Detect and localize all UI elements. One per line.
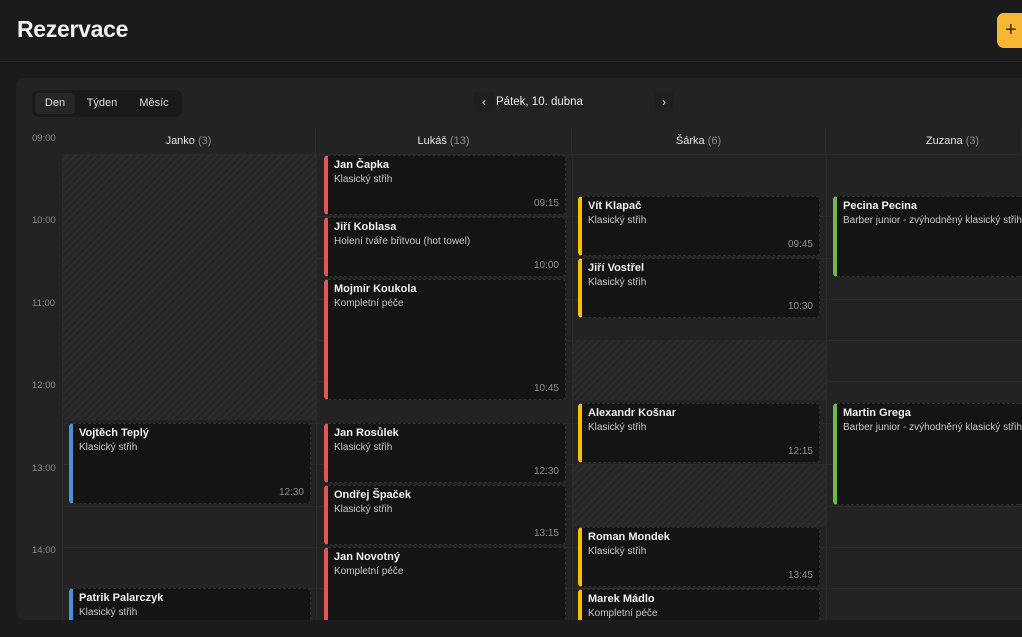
reservation-card[interactable]: Vít Klapač Klasický střih 09:45: [578, 196, 820, 256]
column-header-lukas: Lukáš (13): [316, 128, 572, 155]
reservation-card[interactable]: Roman Mondek Klasický střih 13:45: [578, 527, 820, 587]
unavailable-block: [573, 340, 826, 400]
page-title: Rezervace: [17, 16, 129, 42]
reservation-card[interactable]: Mojmír Koukola Kompletní péče 10:45: [324, 279, 566, 400]
view-switcher: Den Týden Měsíc: [32, 90, 182, 117]
column-header-sarka: Šárka (6): [572, 128, 826, 155]
divider: [0, 61, 1022, 62]
chevron-left-icon: ‹: [482, 95, 486, 109]
time-label: 10:00: [32, 215, 56, 226]
time-label: 14:00: [32, 545, 56, 556]
time-label: 11:00: [32, 298, 56, 309]
reservation-card[interactable]: Marek Mádlo Kompletní péče: [578, 589, 820, 620]
reservation-card[interactable]: Jan Čapka Klasický střih 09:15: [324, 155, 566, 215]
current-date: Pátek, 10. dubna: [496, 96, 583, 108]
reservation-card[interactable]: Pecina Pecina Barber junior - zvýhodněný …: [833, 196, 1022, 277]
calendar-panel: Den Týden Měsíc ‹ Pátek, 10. dubna › Jan…: [16, 78, 1022, 620]
reservation-card[interactable]: Jiří Vostřel Klasický střih 10:30: [578, 258, 820, 318]
time-label: 09:00: [32, 133, 56, 144]
tab-week[interactable]: Týden: [86, 97, 118, 109]
column-header-janko: Janko (3): [62, 128, 316, 155]
reservation-card[interactable]: Jiří Koblasa Holení tváře břitvou (hot to…: [324, 217, 566, 277]
prev-day-button[interactable]: ‹: [474, 92, 494, 112]
unavailable-block: [573, 465, 826, 527]
unavailable-block: [63, 155, 316, 420]
reservation-card[interactable]: Alexandr Košnar Klasický střih 12:15: [578, 403, 820, 463]
reservation-card[interactable]: Vojtěch Teplý Klasický střih 12:30: [69, 423, 311, 504]
reservation-card[interactable]: Martin Grega Barber junior - zvýhodněný k…: [833, 403, 1022, 505]
reservation-card[interactable]: Ondřej Špaček Klasický střih 13:15: [324, 485, 566, 545]
next-day-button[interactable]: ›: [654, 92, 674, 112]
chevron-right-icon: ›: [662, 95, 666, 109]
time-label: 13:00: [32, 463, 56, 474]
plus-icon: +: [1005, 19, 1017, 41]
reservation-card[interactable]: Jan Rosůlek Klasický střih 12:30: [324, 423, 566, 483]
reservation-card[interactable]: Jan Novotný Kompletní péče: [324, 547, 566, 620]
reservation-card[interactable]: Patrik Palarczyk Klasický střih: [69, 588, 311, 620]
tab-day[interactable]: Den: [35, 93, 75, 114]
add-reservation-button[interactable]: +: [997, 13, 1022, 48]
column-header-zuzana: Zuzana (3): [826, 128, 1022, 155]
tab-month[interactable]: Měsíc: [139, 97, 169, 109]
time-label: 12:00: [32, 380, 56, 391]
